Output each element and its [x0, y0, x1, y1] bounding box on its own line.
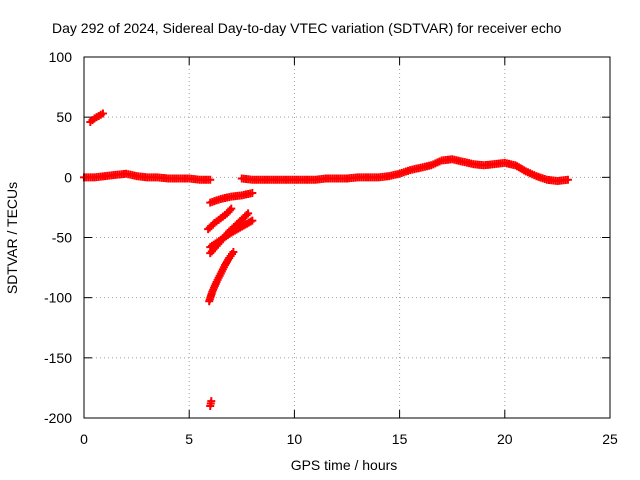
data-point	[207, 397, 216, 406]
y-tick-label: 100	[49, 49, 73, 65]
series-arc-4	[206, 209, 253, 258]
series-continuation	[237, 155, 572, 185]
series-outlier	[206, 397, 216, 410]
data-point	[225, 206, 234, 215]
data-point	[229, 247, 238, 256]
y-tick-label: -100	[44, 290, 72, 306]
y-tick-label: -200	[44, 410, 72, 426]
series-arc-5	[205, 247, 238, 306]
axis-ticks: 0 5 10 15 20 25 -200 -150 -100 -50 0 50 100	[44, 49, 618, 447]
data-point	[227, 204, 236, 213]
grid-lines	[84, 57, 610, 418]
series-main-trace	[80, 169, 215, 184]
x-tick-label: 0	[80, 431, 88, 447]
y-tick-label: 50	[56, 109, 72, 125]
x-tick-label: 10	[287, 431, 303, 447]
data-point	[248, 188, 257, 197]
data-point	[244, 209, 253, 218]
plot-frame	[83, 56, 611, 419]
chart-title: Day 292 of 2024, Sidereal Day-to-day VTE…	[52, 20, 562, 36]
x-axis-label: GPS time / hours	[291, 457, 398, 473]
x-tick-label: 15	[392, 431, 408, 447]
y-tick-label: -150	[44, 350, 72, 366]
y-tick-label: -50	[52, 230, 72, 246]
x-tick-label: 25	[602, 431, 618, 447]
data-point	[563, 175, 572, 184]
y-tick-label: 0	[64, 169, 72, 185]
data-point	[98, 109, 107, 118]
y-axis-label: SDTVAR / TECUs	[4, 182, 20, 294]
x-tick-label: 20	[497, 431, 513, 447]
series-arc-1	[206, 188, 257, 207]
data-point	[242, 210, 251, 219]
series-arc-2	[204, 204, 236, 234]
data-point	[206, 175, 215, 184]
data-series	[80, 109, 572, 410]
data-point	[248, 216, 257, 225]
series-early-high-arc	[86, 109, 107, 126]
x-tick-label: 5	[185, 431, 193, 447]
